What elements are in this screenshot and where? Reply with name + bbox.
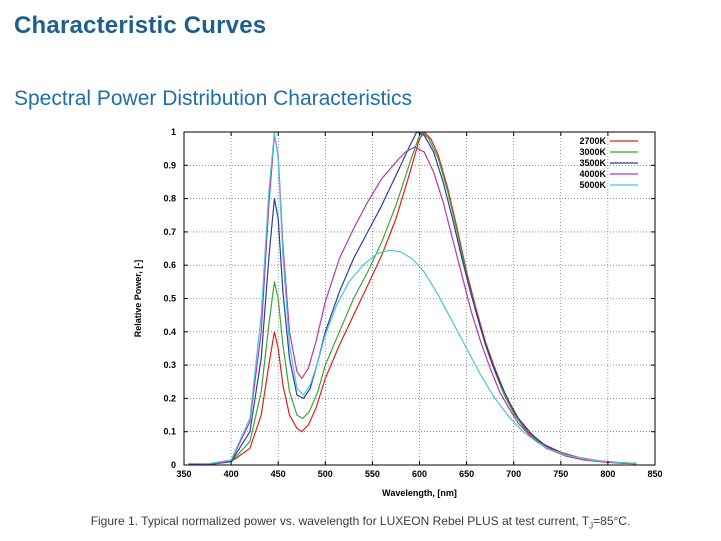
legend-label-3000K: 3000K: [579, 147, 606, 157]
y-tick-label: 0.8: [163, 194, 176, 204]
figure-caption: Figure 1. Typical normalized power vs. w…: [0, 514, 721, 530]
y-tick-label: 1: [171, 127, 176, 137]
legend-label-2700K: 2700K: [579, 136, 606, 146]
series-lines: [188, 131, 637, 465]
series-line-3500K: [188, 131, 637, 465]
y-tick-label: 0.2: [163, 393, 176, 403]
x-tick-label: 350: [176, 469, 191, 479]
x-tick-label: 500: [318, 469, 333, 479]
y-tick-label: 0.1: [163, 427, 176, 437]
figure-title: Spectral Power Distribution Characterist…: [14, 87, 412, 110]
legend-label-4000K: 4000K: [579, 169, 606, 179]
x-axis-label: Wavelength, [nm]: [382, 488, 457, 498]
legend-label-3500K: 3500K: [579, 158, 606, 168]
series-line-3000K: [188, 131, 637, 465]
x-tick-label: 600: [412, 469, 427, 479]
x-tick-label: 650: [459, 469, 474, 479]
y-axis-label: Relative Power, [-]: [133, 260, 143, 338]
y-tick-label: 0.9: [163, 160, 176, 170]
x-tick-label: 800: [600, 469, 615, 479]
x-tick-label: 400: [224, 469, 239, 479]
x-tick-label: 450: [271, 469, 286, 479]
x-tick-label: 700: [506, 469, 521, 479]
y-tick-label: 0.6: [163, 260, 176, 270]
caption-suffix: =85°C.: [593, 514, 631, 528]
y-tick-label: 0.4: [163, 327, 176, 337]
legend-label-5000K: 5000K: [579, 180, 606, 190]
y-tick-label: 0.5: [163, 294, 176, 304]
x-tick-label: 550: [365, 469, 380, 479]
y-tick-label: 0.7: [163, 227, 176, 237]
x-tick-label: 750: [553, 469, 568, 479]
caption-text: Figure 1. Typical normalized power vs. w…: [90, 514, 590, 528]
section-title: Characteristic Curves: [14, 12, 267, 39]
y-tick-label: 0.3: [163, 360, 176, 370]
x-tick-label: 850: [647, 469, 662, 479]
axis-ticks: 350 400 450 500 550 600 650 700 750 800 850 0 0.1 0.2…: [163, 127, 662, 479]
y-tick-label: 0: [171, 460, 176, 470]
caption-subscript: J: [589, 521, 594, 531]
